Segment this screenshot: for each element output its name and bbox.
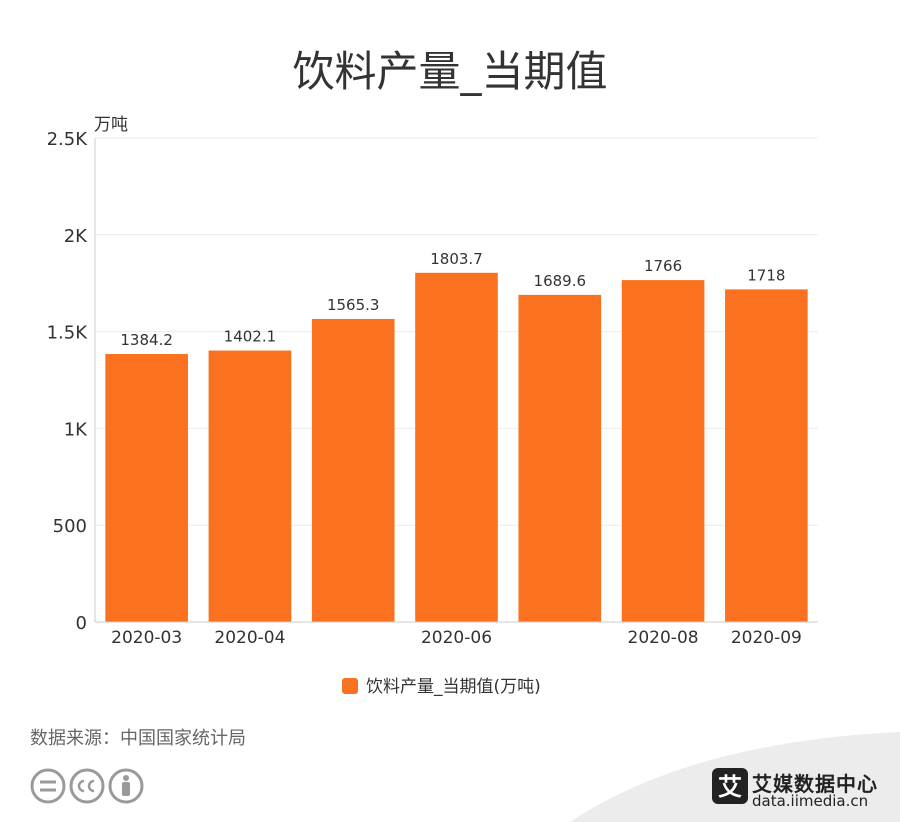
bar-value-label: 1402.1	[224, 328, 277, 346]
y-tick-label: 1K	[64, 419, 88, 440]
legend-swatch	[342, 678, 358, 694]
y-axis-unit-label: 万吨	[94, 115, 128, 135]
bar-value-label: 1803.7	[430, 250, 483, 268]
bar-value-label: 1384.2	[120, 331, 173, 349]
bar-value-label: 1689.6	[534, 272, 587, 290]
bar-2020-08[interactable]	[621, 280, 705, 622]
person-icon	[108, 768, 144, 804]
equals-icon	[30, 768, 66, 804]
x-axis-ticks: 2020-03 2020-04 2020-06 2020-08 2020-09	[111, 628, 802, 648]
brand-name: 艾媒数据中心	[752, 772, 878, 796]
legend-label: 饮料产量_当期值(万吨)	[366, 677, 541, 697]
bar-2020-05[interactable]	[311, 318, 395, 622]
bar-2020-07[interactable]	[518, 294, 602, 622]
y-tick-label: 2.5K	[47, 129, 89, 150]
bar-2020-03[interactable]	[105, 354, 188, 622]
y-axis-ticks: 0 500 1K 1.5K 2K 2.5K	[47, 129, 89, 634]
brand-logo: 艾	[712, 768, 748, 804]
chart-title: 饮料产量_当期值	[292, 47, 607, 96]
bar-2020-06[interactable]	[415, 272, 498, 622]
x-tick-label: 2020-09	[731, 628, 802, 648]
data-source-note: 数据来源：中国国家统计局	[30, 728, 246, 749]
bar-2020-09[interactable]	[725, 289, 808, 622]
bars	[105, 272, 808, 622]
license-icons	[30, 768, 144, 804]
bar-2020-04[interactable]	[208, 350, 292, 622]
x-tick-label: 2020-08	[628, 628, 699, 648]
x-tick-label: 2020-03	[111, 628, 182, 648]
value-labels: 1384.2 1402.1 1565.3 1803.7 1689.6 1766 1718	[120, 250, 785, 349]
x-tick-label: 2020-06	[421, 628, 492, 648]
bar-value-label: 1565.3	[327, 296, 380, 314]
y-tick-label: 1.5K	[47, 323, 89, 344]
legend[interactable]: 饮料产量_当期值(万吨)	[342, 677, 541, 697]
brand-url: data.iimedia.cn	[752, 792, 869, 810]
bar-value-label: 1718	[747, 266, 785, 284]
x-tick-label: 2020-04	[214, 628, 285, 648]
y-tick-label: 2K	[64, 226, 88, 247]
y-tick-label: 500	[53, 516, 87, 537]
cc-icon	[69, 768, 105, 804]
bar-value-label: 1766	[644, 257, 682, 275]
y-tick-label: 0	[76, 613, 87, 634]
brand-logo-mark: 艾	[718, 773, 742, 801]
